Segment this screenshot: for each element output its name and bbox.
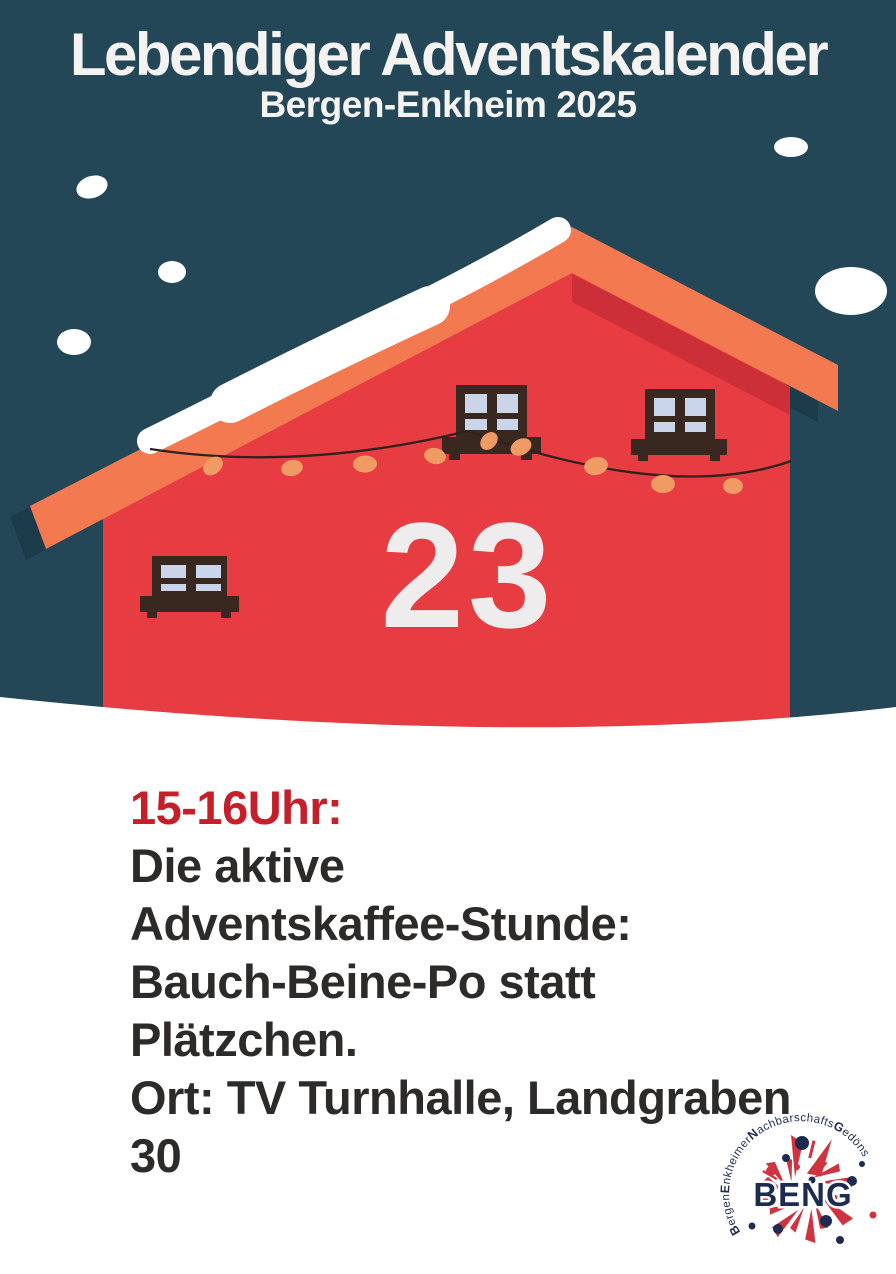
light-bulb <box>584 456 608 476</box>
snowflake-icon <box>76 175 108 199</box>
window <box>631 389 727 461</box>
roof-snow <box>137 217 571 454</box>
light-bulb <box>651 475 675 493</box>
snowflake-icon <box>774 137 808 157</box>
page-subtitle: Bergen-Enkheim 2025 <box>259 84 637 125</box>
snowflake-icon <box>57 329 91 355</box>
light-bulb <box>203 456 223 476</box>
day-number: 23 <box>381 491 556 659</box>
event-details: 15-16Uhr: Die aktive Adventskaffee-Stund… <box>130 779 791 1185</box>
event-line: Bauch-Beine-Po statt <box>130 955 596 1008</box>
house-illustration: 23 <box>30 217 838 745</box>
event-line: Adventskaffee-Stunde: <box>130 897 632 950</box>
logo-acronym: BENG <box>753 1176 852 1213</box>
light-bulb <box>480 432 498 450</box>
page-title: Lebendiger Adventskalender <box>69 21 829 88</box>
snowfall <box>57 137 887 355</box>
event-line: Ort: TV Turnhalle, Landgraben <box>130 1071 791 1124</box>
logo-dots <box>748 1136 865 1244</box>
light-bulb <box>353 455 377 473</box>
event-line: Plätzchen. <box>130 1013 358 1066</box>
snowflake-icon <box>158 261 186 283</box>
light-bulb <box>510 438 532 456</box>
house-wall <box>103 245 790 745</box>
snow-ground <box>0 697 896 1274</box>
light-wire <box>149 429 469 459</box>
string-lights <box>149 429 792 494</box>
event-time: 15-16Uhr: <box>130 781 343 834</box>
light-bulb <box>281 459 303 477</box>
window <box>140 556 239 618</box>
event-line: 30 <box>130 1129 182 1182</box>
roof-underside-shadow <box>572 274 790 415</box>
logo-red-dots <box>766 1164 877 1219</box>
light-bulb <box>723 478 743 494</box>
snowflake-icon <box>815 267 887 315</box>
light-bulb <box>424 447 446 465</box>
event-line: Die aktive <box>130 839 345 892</box>
